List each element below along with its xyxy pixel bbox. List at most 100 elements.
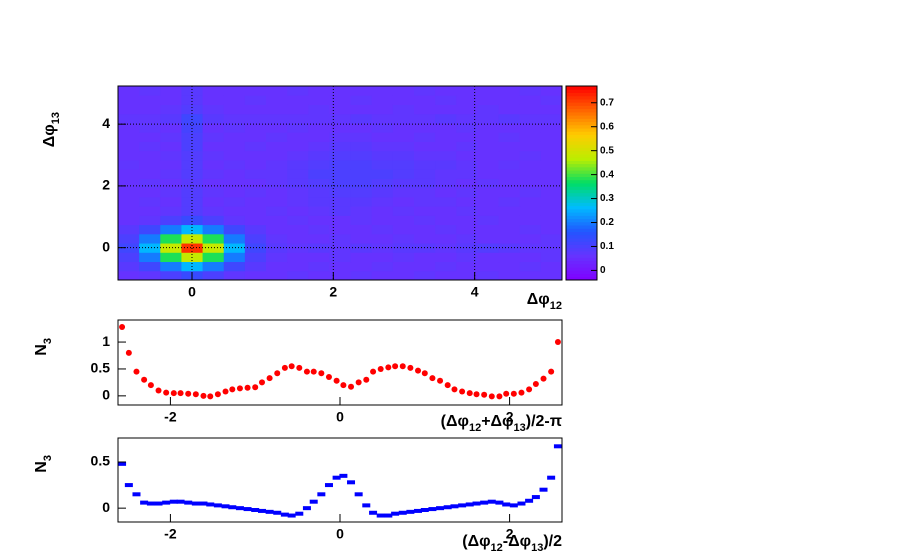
heat-cell [540,206,563,216]
point [496,393,503,400]
heat-cell [519,95,542,105]
x-tick-label: -2 [164,526,177,542]
heat-cell [202,113,225,124]
heat-cell [181,122,204,133]
colorbar-cell [566,108,597,113]
point [539,487,548,492]
heat-cell [498,86,521,96]
point [147,382,154,389]
point [509,503,518,508]
heat-cell [244,169,267,179]
heat-cell [202,178,225,189]
heat-cell [244,178,267,189]
x-axis-label: (Δφ12-Δφ13)/2 [462,533,562,554]
heat-cell [477,196,500,207]
heat-cell [477,215,500,226]
heat-cell [456,252,478,263]
heat-cell [392,86,415,96]
heat-cell [350,252,373,263]
point [339,473,348,478]
heat-cell [160,159,182,170]
subscript: 12 [491,542,503,554]
heat-cell [202,132,225,142]
heat-cell [118,113,140,124]
point [184,500,193,505]
heat-cell [223,224,246,235]
colorbar-cell [566,124,597,129]
heat-cell [329,95,352,105]
heat-cell [223,252,246,263]
heat-cell [329,113,352,124]
heat-cell [519,86,542,96]
colorbar-tick-label: 0.7 [600,97,614,108]
heat-cell [287,113,309,124]
colorbar-cell [566,221,597,226]
heat-cell [350,178,373,189]
heat-cell [287,150,309,161]
heat-cell [139,270,161,281]
colorbar-cell [566,199,597,203]
heat-cell [160,122,182,133]
heat-cell [414,86,436,96]
heat-cell [308,206,330,216]
heat-cell [202,252,225,263]
colorbar-cell [566,273,597,278]
point [376,513,385,518]
heat-cell [329,261,352,272]
heat-cell [223,122,246,133]
heat-cell [181,113,204,124]
point [206,502,215,507]
heat-cell [139,243,161,253]
heat-cell [266,215,288,226]
heat-cell [118,261,140,272]
heat-cell [371,178,394,189]
colorbar-cell [566,98,597,103]
colorbar-tick-label: 0.2 [600,217,614,228]
x-tick-label: 2 [506,526,514,542]
heat-cell [287,141,309,152]
heat-cell [519,233,542,244]
heat-cell [498,206,521,216]
heat-cell [118,252,140,263]
heat-cell [435,141,457,152]
heat-cell [244,95,267,105]
colorbar-cell [566,183,597,187]
heat-cell [392,215,415,226]
y-axis-label: N3 [33,338,54,356]
point [554,339,561,346]
point [303,368,310,375]
point [532,381,539,388]
heat-cell [266,132,288,142]
x-axis-label: (Δφ12+Δφ13)/2-π [441,413,562,434]
heat-cell [540,252,563,263]
heat-cell [118,196,140,207]
heat-cell [160,86,182,96]
point [124,483,133,488]
heat-cell [414,233,436,244]
heat-cell [435,169,457,179]
point [177,390,184,397]
point [525,498,534,503]
heat-cell [414,206,436,216]
heat-cell [308,233,330,244]
heat-cell [371,206,394,216]
heat-cell [350,95,373,105]
colorbar-tick-label: 0.4 [600,169,614,180]
heat-cell [371,86,394,96]
point [429,375,436,382]
y-tick-label: 0 [102,387,110,403]
heat-cell [477,233,500,244]
heat-cell [350,224,373,235]
heat-cell [371,196,394,207]
heat-cell [498,169,521,179]
heat-cell [308,196,330,207]
heat-cell [223,178,246,189]
point [258,379,265,386]
heat-cell [329,187,352,198]
heat-cell [287,224,309,235]
point [252,384,259,391]
x-tick-label: 2 [329,284,337,300]
heat-cell [519,270,542,281]
heat-cell [414,132,436,142]
heat-cell [477,104,500,115]
